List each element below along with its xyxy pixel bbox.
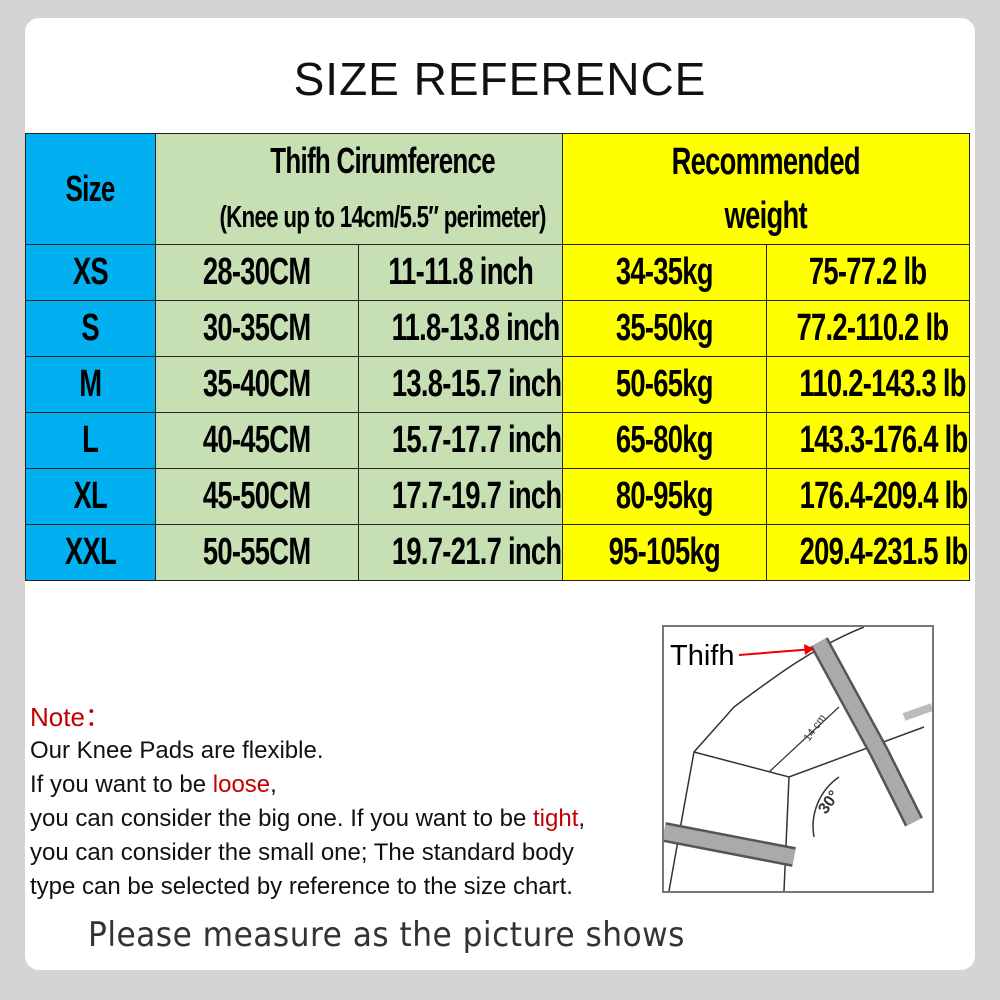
cell-thigh-cm: 30-35CM bbox=[155, 300, 359, 357]
table-row: XS 28-30CM 11-11.8 inch 34-35kg 75-77.2 lb bbox=[25, 244, 971, 301]
table-row: L 40-45CM 15.7-17.7 inch 65-80kg 143.3-176.4… bbox=[25, 412, 971, 469]
cell-weight-kg: 80-95kg bbox=[562, 468, 768, 525]
cell-thigh-inch: 11-11.8 inch bbox=[357, 244, 564, 301]
note-line: Our Knee Pads are flexible. bbox=[30, 737, 324, 764]
note-line: you can consider the small one; The stan… bbox=[30, 839, 574, 866]
size-table: Size Thifh Cirumference (Knee up to 14cm/… bbox=[25, 133, 971, 581]
cell-thigh-cm: 50-55CM bbox=[155, 524, 359, 581]
table-row: M 35-40CM 13.8-15.7 inch 50-65kg 110.2-143.3… bbox=[25, 356, 971, 413]
cell-thigh-cm: 28-30CM bbox=[155, 244, 359, 301]
note-line: type can be selected by reference to the… bbox=[30, 873, 573, 900]
cell-weight-lb: 77.2-110.2 lb bbox=[766, 300, 971, 357]
cell-weight-kg: 34-35kg bbox=[562, 244, 768, 301]
cell-weight-lb: 209.4-231.5 lb bbox=[766, 524, 971, 581]
footer-text: Please measure as the picture shows bbox=[88, 915, 685, 955]
note-label: Note： bbox=[30, 702, 111, 732]
cell-thigh-inch: 11.8-13.8 inch bbox=[357, 300, 564, 357]
cell-size: XL bbox=[25, 468, 156, 525]
table-row: XXL 50-55CM 19.7-21.7 inch 95-105kg 209.4-23… bbox=[25, 524, 971, 581]
cell-thigh-cm: 35-40CM bbox=[155, 356, 359, 413]
cell-thigh-inch: 17.7-19.7 inch bbox=[357, 468, 564, 525]
thigh-label: Thifh bbox=[670, 640, 735, 672]
cell-weight-kg: 35-50kg bbox=[562, 300, 768, 357]
table-row: XL 45-50CM 17.7-19.7 inch 80-95kg 176.4-209.… bbox=[25, 468, 971, 525]
cell-weight-lb: 75-77.2 lb bbox=[766, 244, 971, 301]
cell-thigh-inch: 15.7-17.7 inch bbox=[357, 412, 564, 469]
cell-thigh-inch: 19.7-21.7 inch bbox=[357, 524, 564, 581]
note: Note： Our Knee Pads are flexible. If you… bbox=[30, 700, 585, 904]
cell-size: L bbox=[25, 412, 156, 469]
page-title: SIZE REFERENCE bbox=[293, 53, 707, 105]
cell-weight-lb: 176.4-209.4 lb bbox=[766, 468, 971, 525]
header-thigh: Thifh Cirumference (Knee up to 14cm/5.5″ … bbox=[154, 133, 564, 245]
note-line: you can consider the big one. If you wan… bbox=[30, 805, 586, 832]
cell-weight-kg: 65-80kg bbox=[562, 412, 768, 469]
header-size: Size bbox=[25, 133, 156, 245]
cell-size: XS bbox=[25, 244, 156, 301]
header-weight: Recommended weight bbox=[562, 133, 971, 245]
table-row: S 30-35CM 11.8-13.8 inch 35-50kg 77.2-110.2 … bbox=[25, 300, 971, 357]
cell-thigh-cm: 40-45CM bbox=[155, 412, 359, 469]
cell-size: S bbox=[25, 300, 156, 357]
knee-diagram: 14 cm 30° bbox=[662, 625, 934, 893]
cell-size: XXL bbox=[25, 524, 156, 581]
tight-text: tight bbox=[533, 805, 579, 832]
loose-text: loose bbox=[212, 771, 271, 798]
cell-weight-lb: 110.2-143.3 lb bbox=[766, 356, 971, 413]
angle-label: 30° bbox=[815, 788, 843, 818]
distance-label: 14 cm bbox=[802, 712, 829, 743]
cell-size: M bbox=[25, 356, 156, 413]
note-line: If you want to be loose, bbox=[30, 771, 277, 798]
table-header: Size Thifh Cirumference (Knee up to 14cm/… bbox=[25, 133, 971, 245]
cell-weight-lb: 143.3-176.4 lb bbox=[766, 412, 971, 469]
cell-weight-kg: 95-105kg bbox=[562, 524, 768, 581]
cell-weight-kg: 50-65kg bbox=[562, 356, 768, 413]
cell-thigh-cm: 45-50CM bbox=[155, 468, 359, 525]
cell-thigh-inch: 13.8-15.7 inch bbox=[357, 356, 564, 413]
